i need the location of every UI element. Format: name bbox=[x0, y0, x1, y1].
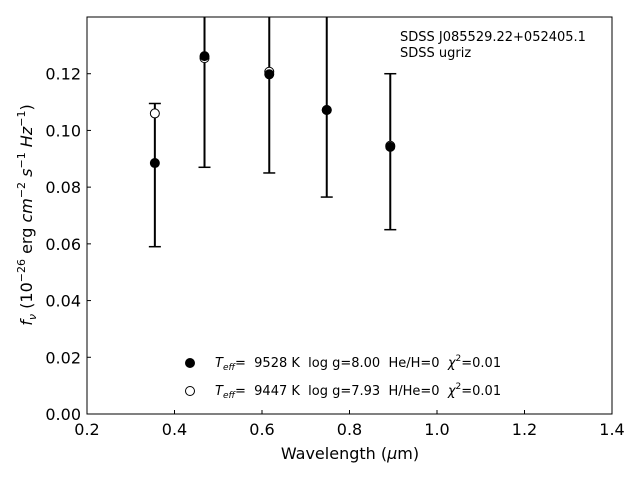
x-tick-label: 0.2 bbox=[74, 420, 99, 439]
legend-entry-1: Teff= 9528 K log g=8.00 He/H=0 χ2=0.01 bbox=[215, 354, 501, 373]
y-tick-label: 0.02 bbox=[45, 348, 81, 367]
x-tick-label: 1.2 bbox=[512, 420, 537, 439]
plot-frame bbox=[86, 16, 613, 415]
y-tick-label: 0.10 bbox=[45, 121, 81, 140]
x-tick-label: 1.4 bbox=[599, 420, 624, 439]
y-axis-label: fν (10−26 erg cm−2 s−1 Hz−1) bbox=[15, 104, 39, 325]
y-tick-label: 0.00 bbox=[45, 405, 81, 424]
y-tick-label: 0.04 bbox=[45, 292, 81, 311]
object-name-annotation: SDSS J085529.22+052405.1 bbox=[400, 30, 586, 45]
x-tick-label: 0.4 bbox=[162, 420, 187, 439]
model-point-filled bbox=[385, 141, 396, 152]
filter-set-annotation: SDSS ugriz bbox=[400, 46, 471, 61]
y-tick-label: 0.08 bbox=[45, 178, 81, 197]
legend: Teff= 9528 K log g=8.00 He/H=0 χ2=0.01 T… bbox=[185, 354, 501, 401]
x-tick-label: 0.6 bbox=[249, 420, 274, 439]
legend-marker-filled bbox=[185, 358, 195, 368]
y-tick-label: 0.06 bbox=[45, 235, 81, 254]
model-point-filled bbox=[264, 69, 275, 80]
legend-entry-2: Teff= 9447 K log g=7.93 H/He=0 χ2=0.01 bbox=[215, 382, 501, 401]
model-point-filled bbox=[149, 158, 160, 169]
model-point-filled bbox=[199, 51, 210, 62]
x-tick-label: 0.8 bbox=[337, 420, 362, 439]
error-bars bbox=[148, 17, 397, 248]
data-markers bbox=[149, 51, 396, 169]
model-point-filled bbox=[321, 105, 332, 116]
x-tick-label: 1.0 bbox=[424, 420, 449, 439]
legend-marker-open bbox=[185, 386, 195, 396]
model-point-open bbox=[149, 108, 160, 119]
x-axis-label: Wavelength (μm) bbox=[281, 444, 419, 463]
x-axis-ticks: 0.2 0.4 0.6 0.8 1.0 1.2 1.4 bbox=[74, 410, 625, 439]
y-tick-label: 0.12 bbox=[45, 65, 81, 84]
y-axis-ticks: 0.00 0.02 0.04 0.06 0.08 0.10 0.12 bbox=[45, 65, 91, 424]
